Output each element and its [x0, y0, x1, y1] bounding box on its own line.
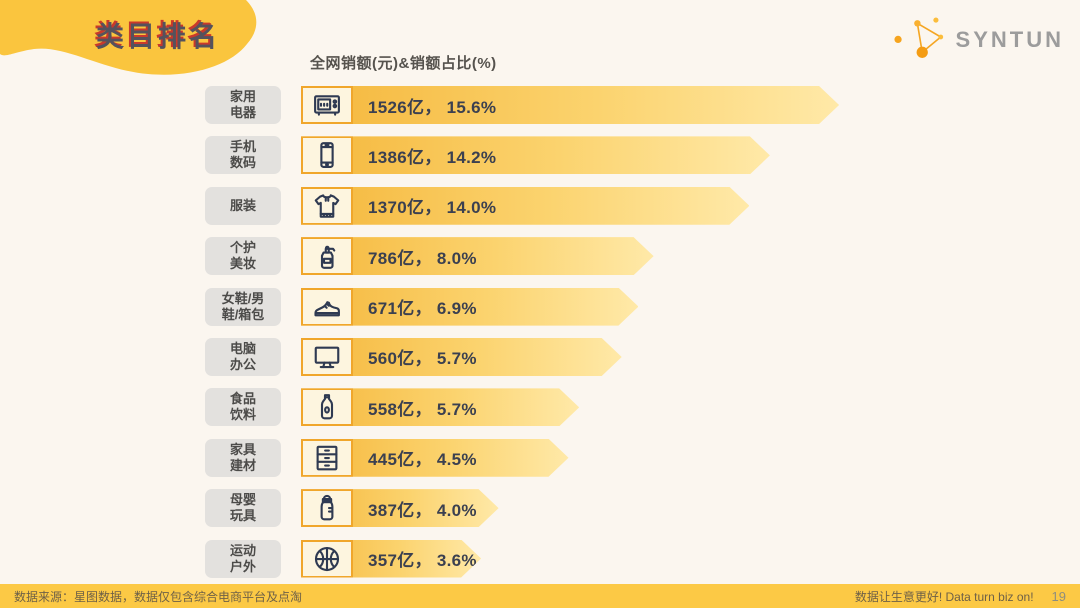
smartphone-icon [311, 140, 343, 170]
sales-bar: 1386亿， 14.2% [301, 136, 770, 174]
table-row: 个护 美妆 786亿， 8.0% [205, 237, 1061, 276]
monitor-icon [310, 342, 344, 372]
table-row: 手机 数码 1386亿， 14.2% [205, 136, 1061, 175]
drawer-cabinet-icon [311, 443, 343, 473]
bar-value-label: 786亿， 8.0% [368, 248, 477, 268]
icon-box [301, 86, 353, 124]
table-row: 服装 1370亿， 14.0% [205, 186, 1061, 225]
page-title: 类目排名 [96, 21, 221, 52]
bar-value-label: 445亿， 4.5% [368, 450, 477, 470]
microwave-icon [311, 90, 343, 120]
bar-value-label: 1386亿， 14.2% [368, 147, 497, 167]
sales-bar: 387亿， 4.0% [301, 489, 499, 527]
category-chip: 运动 户外 [205, 539, 281, 578]
sales-bar: 786亿， 8.0% [301, 237, 654, 275]
chart-title: 全网销额(元)&销额占比(%) [310, 55, 497, 72]
footer-bar: 数据来源：星图数据，数据仅包含综合电商平台及点淘 数据让生意更好! Data t… [0, 584, 1080, 608]
category-bar-chart: 家用 电器 1526亿， 15.6% 手机 数码 1386亿， 14.2% 服装… [205, 86, 1061, 590]
table-row: 家具 建材 445亿， 4.5% [205, 438, 1061, 477]
table-row: 女鞋/男 鞋/箱包 671亿， 6.9% [205, 287, 1061, 326]
table-row: 电脑 办公 560亿， 5.7% [205, 337, 1061, 376]
sneaker-icon [310, 292, 344, 322]
category-chip: 母婴 玩具 [205, 489, 281, 528]
bar-value-label: 387亿， 4.0% [368, 500, 477, 520]
bar-value-label: 1370亿， 14.0% [368, 198, 497, 218]
bar-value-label: 558亿， 5.7% [368, 399, 477, 419]
bar-area: 786亿， 8.0% [301, 237, 1061, 275]
baby-bottle-icon [312, 493, 342, 523]
category-chip: 食品 饮料 [205, 388, 281, 427]
category-chip: 服装 [205, 186, 281, 225]
sales-bar: 671亿， 6.9% [301, 288, 638, 326]
icon-box [301, 388, 353, 426]
table-row: 家用 电器 1526亿， 15.6% [205, 86, 1061, 124]
lotion-bottle-icon [311, 241, 343, 271]
icon-box [301, 338, 353, 376]
syntun-logo: SYNTUN [890, 12, 1064, 67]
sweater-icon [311, 191, 343, 221]
sales-bar: 558亿， 5.7% [301, 388, 579, 426]
data-source-note: 数据来源：星图数据，数据仅包含综合电商平台及点淘 [14, 589, 303, 604]
category-chip: 手机 数码 [205, 136, 281, 175]
sales-bar: 1370亿， 14.0% [301, 187, 749, 225]
category-chip: 家具 建材 [205, 438, 281, 477]
table-row: 母婴 玩具 387亿， 4.0% [205, 489, 1061, 528]
bar-area: 1386亿， 14.2% [301, 136, 1061, 174]
basketball-icon [311, 544, 343, 574]
logo-wordmark: SYNTUN [955, 26, 1064, 52]
icon-box [301, 136, 353, 174]
sales-bar: 1526亿， 15.6% [301, 86, 839, 124]
bar-area: 1526亿， 15.6% [301, 86, 1061, 124]
bar-area: 560亿， 5.7% [301, 338, 1061, 376]
bar-area: 387亿， 4.0% [301, 489, 1061, 527]
icon-box [301, 237, 353, 275]
bar-area: 1370亿， 14.0% [301, 187, 1061, 225]
table-row: 运动 户外 357亿， 3.6% [205, 539, 1061, 578]
table-row: 食品 饮料 558亿， 5.7% [205, 388, 1061, 427]
icon-box [301, 489, 353, 527]
slogan-text: 数据让生意更好! Data turn biz on! [854, 589, 1034, 604]
category-chip: 女鞋/男 鞋/箱包 [205, 287, 281, 326]
bar-value-label: 560亿， 5.7% [368, 349, 477, 369]
drink-bottle-icon [312, 392, 342, 422]
footer-right: 数据让生意更好! Data turn biz on! 19 [855, 588, 1066, 605]
bar-area: 357亿， 3.6% [301, 540, 1061, 578]
bar-value-label: 357亿， 3.6% [368, 551, 477, 571]
bar-area: 671亿， 6.9% [301, 288, 1061, 326]
category-chip: 电脑 办公 [205, 337, 281, 376]
category-chip: 个护 美妆 [205, 237, 281, 276]
icon-box [301, 540, 353, 578]
bar-area: 445亿， 4.5% [301, 439, 1061, 477]
sales-bar: 357亿， 3.6% [301, 540, 481, 578]
icon-box [301, 439, 353, 477]
page-number: 19 [1051, 588, 1066, 604]
category-chip: 家用 电器 [205, 86, 281, 124]
logo-constellation-icon [890, 12, 948, 67]
icon-box [301, 288, 353, 326]
sales-bar: 560亿， 5.7% [301, 338, 622, 376]
bar-area: 558亿， 5.7% [301, 388, 1061, 426]
icon-box [301, 187, 353, 225]
sales-bar: 445亿， 4.5% [301, 439, 569, 477]
bar-value-label: 671亿， 6.9% [368, 299, 477, 319]
bar-value-label: 1526亿， 15.6% [368, 97, 497, 117]
corner-blob-shape [0, 0, 270, 92]
